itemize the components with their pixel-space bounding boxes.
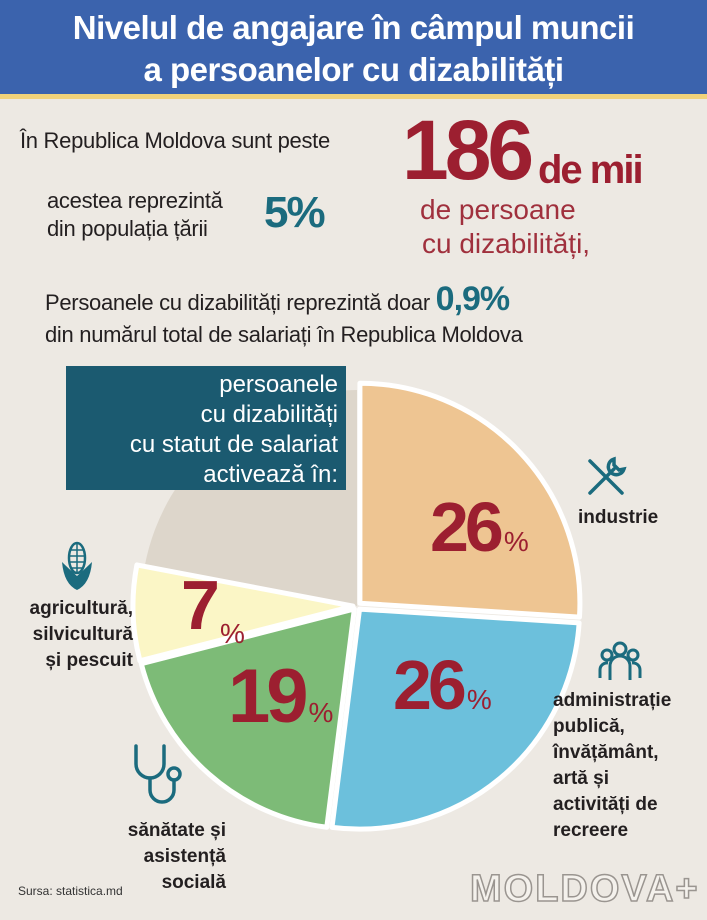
subject-text: de persoane cu dizabilități, — [420, 193, 590, 261]
source-note: Sursa: statistica.md — [18, 884, 123, 898]
label-admin-line: recreere — [553, 820, 629, 841]
label-health-line: sănătate și — [127, 820, 226, 841]
employees-text: Persoanele cu dizabilități reprezintă do… — [45, 280, 523, 351]
people-group-icon — [598, 641, 642, 680]
logo-watermark: MOLDOVA+ — [469, 867, 700, 911]
box-line-3: cu statut de salariat — [129, 431, 338, 458]
value-agri: 7 — [181, 566, 220, 644]
box-line-1: persoanele — [219, 371, 338, 398]
tools-icon — [588, 456, 627, 495]
label-agri: agricultură, silvicultură și pescuit — [0, 596, 133, 674]
employees-line-1-text: Persoanele cu dizabilități reprezintă do… — [45, 290, 430, 315]
chart-title-box: persoanele cu dizabilități cu statut de … — [66, 366, 346, 490]
employees-line-1: Persoanele cu dizabilități reprezintă do… — [45, 280, 523, 319]
label-admin: administrație publică, învățământ, artă … — [553, 688, 671, 844]
employees-percent: 0,9% — [435, 280, 510, 318]
value-health: 19 — [228, 654, 309, 739]
intro-text: În Republica Moldova sunt peste — [20, 128, 330, 153]
population-percent: 5% — [264, 188, 326, 237]
label-admin-line: administrație — [553, 690, 672, 711]
pie-slice-industry — [357, 380, 583, 620]
label-agri-line: silvicultură — [32, 624, 133, 645]
label-admin-line: învățământ, — [553, 742, 659, 763]
box-line-2: cu dizabilități — [200, 401, 338, 428]
pie-slice-health — [138, 606, 357, 830]
big-number: 186 — [402, 103, 534, 197]
value-industry: 26 — [430, 488, 504, 566]
value-admin: 26 — [393, 646, 467, 724]
label-industry: industrie — [578, 507, 659, 528]
data-label-industry: 26% — [430, 492, 529, 577]
population-line-2: din populația țării — [47, 216, 208, 241]
percent-sign: % — [503, 526, 529, 557]
title-line-1: Nivelul de angajare în câmpul muncii — [72, 9, 635, 46]
label-health-line: socială — [161, 872, 226, 893]
title-line-2: a persoanelor cu dizabilități — [143, 51, 564, 88]
subject-line-1: de persoane — [420, 194, 576, 225]
box-line-4: activează în: — [203, 461, 338, 488]
pie-slice-agri — [130, 562, 356, 664]
title-banner: Nivelul de angajare în câmpul muncii a p… — [0, 0, 707, 99]
label-health: sănătate și asistență socială — [60, 818, 226, 896]
corn-icon — [62, 541, 92, 590]
data-label-health: 19% — [228, 659, 334, 748]
label-admin-line: artă și — [553, 768, 609, 789]
percent-sign: % — [308, 697, 334, 728]
label-agri-line: și pescuit — [45, 650, 133, 671]
employees-line-2: din numărul total de salariați în Republ… — [45, 322, 523, 347]
percent-sign: % — [219, 618, 245, 649]
label-admin-line: publică, — [553, 716, 625, 737]
label-agri-line: agricultură, — [29, 598, 133, 619]
label-health-line: asistență — [143, 846, 226, 867]
percent-sign: % — [466, 684, 492, 715]
population-line-1: acestea reprezintă — [47, 188, 223, 213]
subject-line-2: cu dizabilități, — [422, 228, 591, 259]
pie-slice-admin — [329, 606, 582, 832]
number-unit: de mii — [538, 148, 644, 192]
data-label-admin: 26% — [393, 650, 492, 735]
population-text: acestea reprezintă din populația țării — [47, 187, 223, 243]
data-label-agri: 7% — [181, 570, 245, 655]
stethoscope-icon — [134, 744, 182, 804]
label-admin-line: activități de — [553, 794, 658, 815]
